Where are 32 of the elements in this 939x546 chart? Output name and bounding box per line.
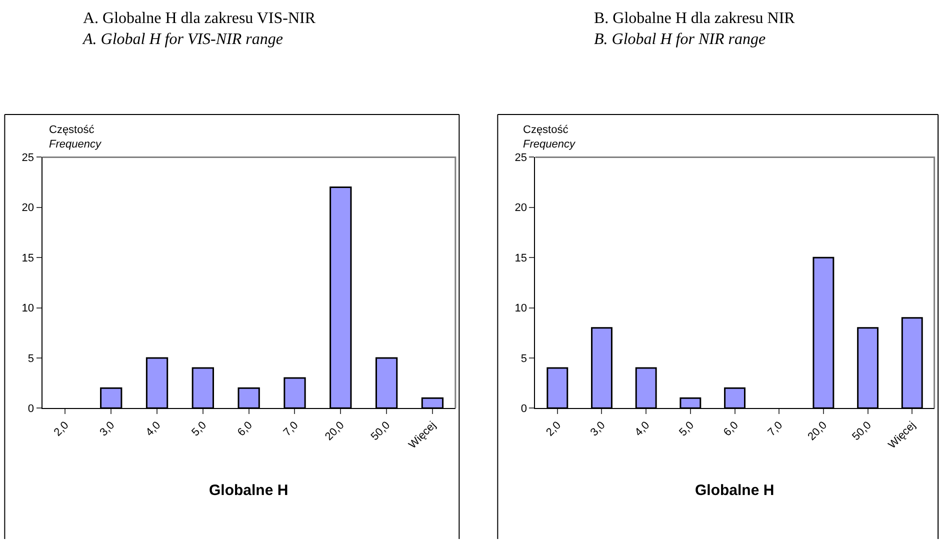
chart-title: B. Globalne H dla zakresu NIR B. Global H for NIR range [594,10,796,48]
y-tick-label: 0 [28,403,34,416]
x-tick-label: 5,0 [677,419,696,439]
y-tick-label: 20 [514,202,528,214]
x-tick-label: 4,0 [632,419,652,439]
x-tick-label: 2,0 [52,419,72,439]
chart-title: A. Globalne H dla zakresu VIS-NIR A. Global H for VIS-NIR range [82,10,316,48]
x-tick-label: 7,0 [281,419,301,439]
y-tick-label: 5 [520,352,528,365]
x-tick-label: 6,0 [236,419,255,439]
y-tick-label: 5 [28,352,34,365]
y-tick-label: 25 [514,152,528,164]
y-axis-title: Częstość Frequency [523,124,576,150]
x-tick-label: 5,0 [190,419,209,439]
y-tick-label: 10 [22,302,34,315]
x-tick-label: 3,0 [98,419,118,439]
x-axis-title: Globalne H [209,482,288,499]
x-tick-label: 7,0 [766,419,786,439]
y-tick-label: 15 [514,252,528,264]
x-tick-label: 4,0 [144,419,164,439]
x-tick-label: 50,0 [850,419,874,444]
y-tick-label: 0 [520,403,528,416]
x-tick-label: 3,0 [588,419,608,439]
x-tick-label: 2,0 [544,419,564,439]
y-tick-label: 25 [22,152,34,164]
y-tick-label: 15 [22,252,34,264]
x-tick-label: 50,0 [368,419,393,444]
y-axis-title: Częstość Frequency [49,124,102,150]
y-tick-label: 10 [514,302,528,315]
x-axis-title: Globalne H [695,482,774,499]
x-tick-label: 6,0 [721,419,741,439]
y-tick-label: 20 [22,202,34,214]
